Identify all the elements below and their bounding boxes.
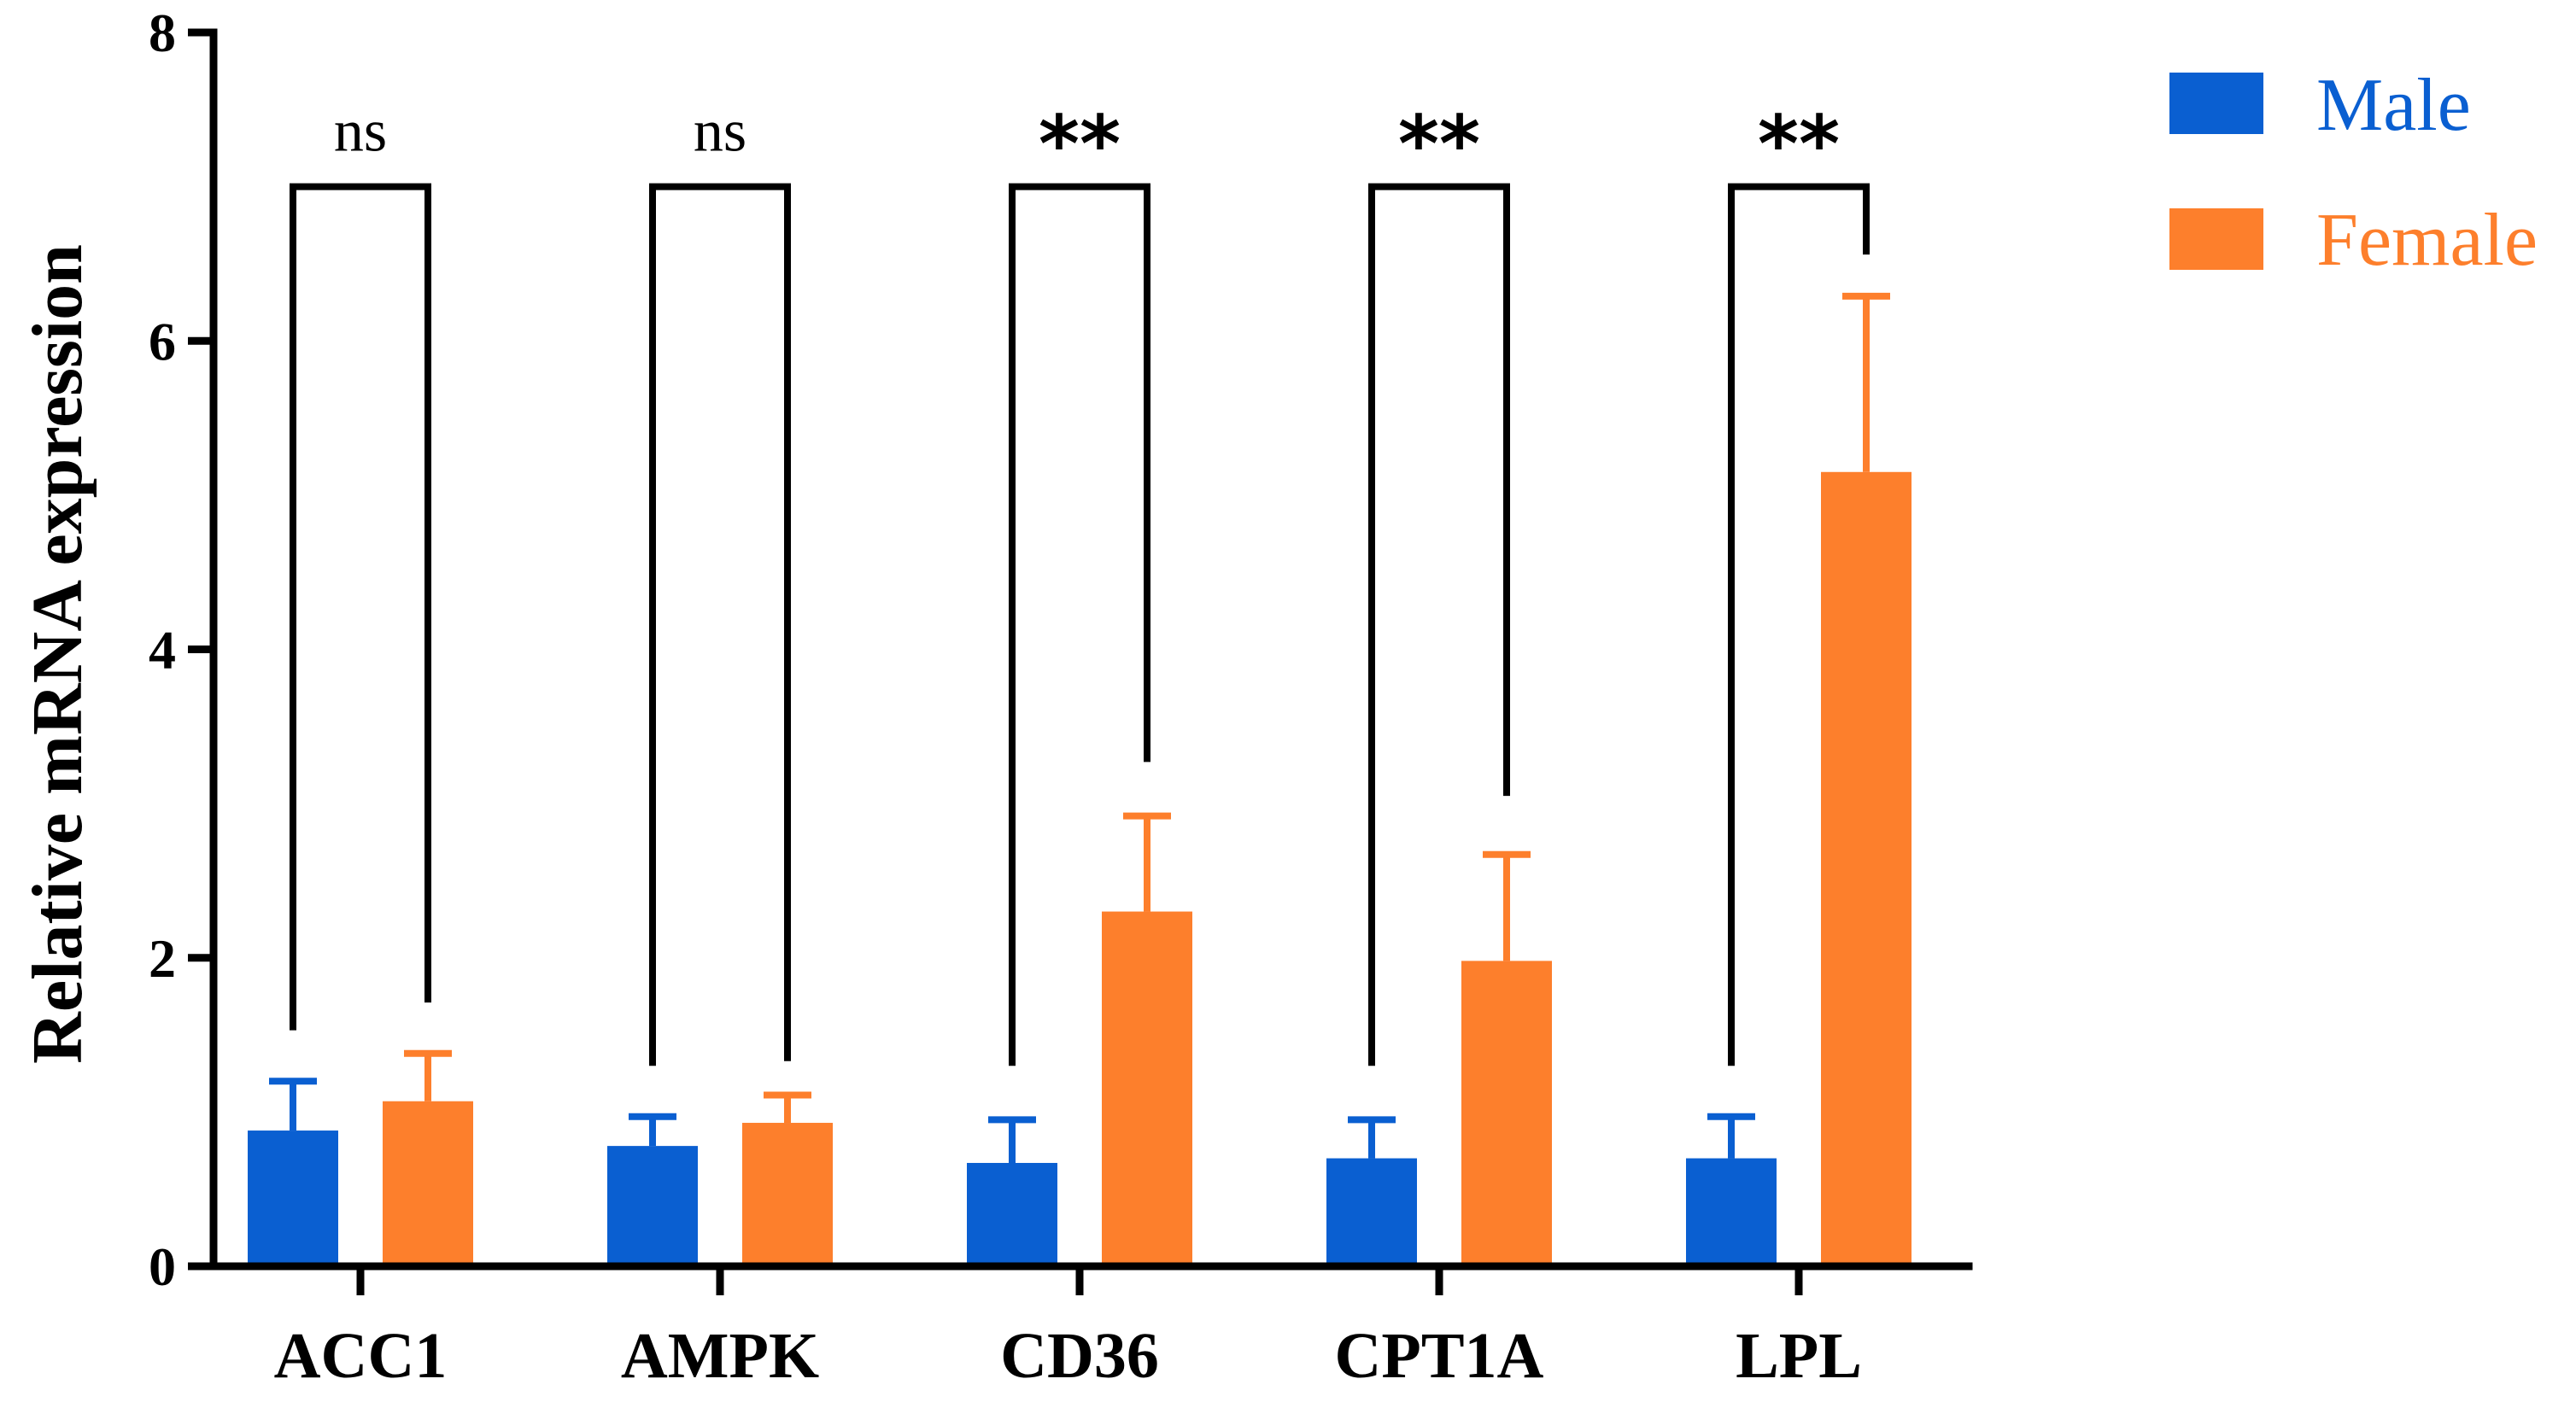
significance-label-acc1: ns: [334, 99, 387, 165]
significance-label-cd36: **: [1039, 99, 1121, 190]
legend: Male Female: [2169, 64, 2538, 282]
bar-male-acc1: [248, 1130, 338, 1266]
y-tick-label: 8: [149, 3, 176, 63]
bar-male-ampk: [607, 1146, 698, 1266]
x-tick-label: CPT1A: [1335, 1320, 1544, 1392]
legend-swatch-female: [2169, 208, 2263, 270]
bar-male-cpt1a: [1326, 1158, 1417, 1266]
bar-male-cd36: [967, 1162, 1057, 1266]
bar-female-lpl: [1821, 471, 1912, 1266]
significance-bracket-ampk: [649, 183, 791, 1066]
significance-label-ampk: ns: [694, 99, 746, 165]
legend-label-female: Female: [2316, 199, 2538, 282]
x-tick-label: LPL: [1736, 1320, 1862, 1392]
bars-layer: [248, 471, 1912, 1266]
legend-swatch-male: [2169, 73, 2263, 134]
significance-layer: ns ns ** ** **: [290, 99, 1870, 1066]
y-ticks: 0 2 4 6 8: [149, 3, 214, 1297]
significance-bracket-lpl: [1728, 183, 1870, 1066]
axes: [209, 28, 1973, 1271]
significance-bracket-cd36: [1009, 183, 1150, 1066]
significance-bracket-cpt1a: [1368, 183, 1510, 1066]
significance-label-lpl: **: [1758, 99, 1840, 190]
significance-label-cpt1a: **: [1398, 99, 1480, 190]
bar-female-acc1: [383, 1101, 473, 1266]
bar-female-cd36: [1102, 911, 1192, 1266]
x-tick-label: CD36: [1000, 1320, 1159, 1392]
error-bars-layer: [269, 292, 1890, 1163]
bar-female-ampk: [742, 1123, 833, 1266]
legend-label-male: Male: [2316, 64, 2471, 147]
x-tick-label: ACC1: [274, 1320, 448, 1392]
y-tick-label: 0: [149, 1236, 176, 1297]
x-tick-label: AMPK: [621, 1320, 819, 1392]
y-axis-label: Relative mRNA expression: [18, 244, 97, 1064]
y-tick-label: 4: [149, 620, 176, 681]
bar-male-lpl: [1686, 1158, 1777, 1266]
bar-female-cpt1a: [1461, 961, 1552, 1266]
significance-bracket-acc1: [290, 183, 431, 1031]
y-tick-label: 2: [149, 928, 176, 989]
x-ticks: ACC1 AMPK CD36 CPT1A LPL: [274, 1266, 1862, 1392]
y-tick-label: 6: [149, 311, 176, 371]
